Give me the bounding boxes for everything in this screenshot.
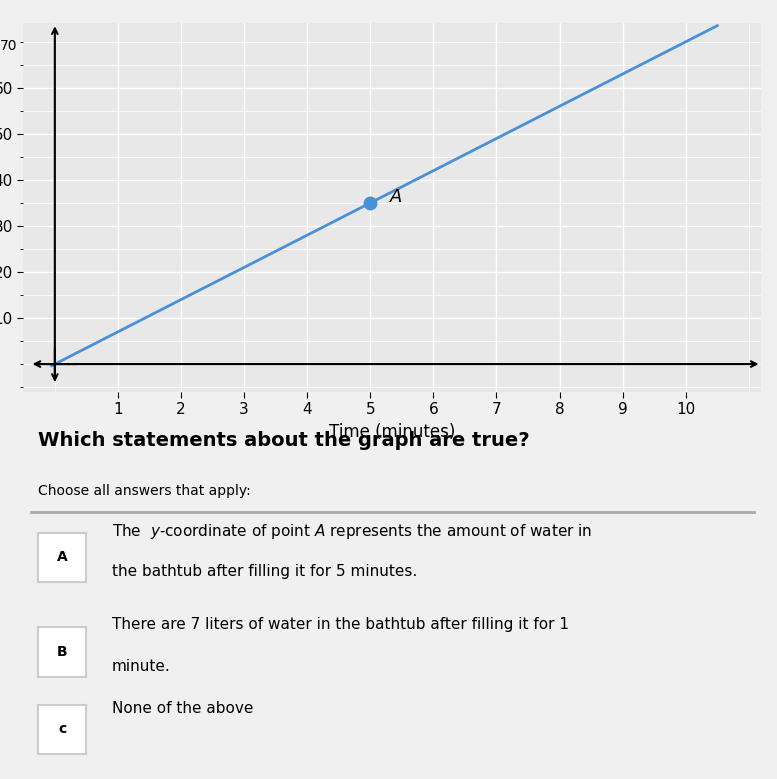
Text: minute.: minute.	[112, 659, 171, 674]
Text: Choose all answers that apply:: Choose all answers that apply:	[38, 484, 251, 498]
X-axis label: Time (minutes): Time (minutes)	[329, 423, 455, 441]
Text: None of the above: None of the above	[112, 701, 253, 716]
Text: $A$: $A$	[389, 188, 403, 206]
Text: 70: 70	[0, 40, 17, 54]
Text: Which statements about the graph are true?: Which statements about the graph are tru…	[38, 431, 530, 450]
Text: the bathtub after filling it for 5 minutes.: the bathtub after filling it for 5 minut…	[112, 564, 417, 580]
Text: The  $y$-coordinate of point $A$ represents the amount of water in: The $y$-coordinate of point $A$ represen…	[112, 522, 592, 541]
Text: There are 7 liters of water in the bathtub after filling it for 1: There are 7 liters of water in the batht…	[112, 617, 569, 632]
